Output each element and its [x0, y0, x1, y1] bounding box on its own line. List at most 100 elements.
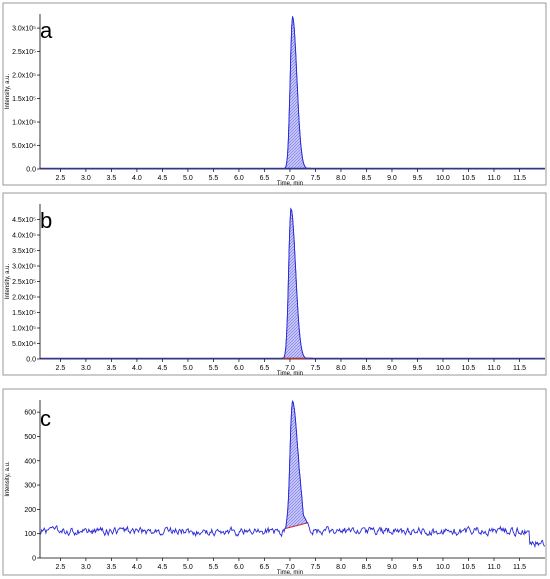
x-tick-label: 11.0	[487, 365, 500, 372]
x-tick-label: 11.5	[513, 564, 526, 571]
x-tick-label: 9.0	[387, 365, 397, 372]
x-tick-label: 10.5	[462, 175, 476, 182]
y-tick-label: 5.0x10⁴	[12, 143, 36, 150]
y-axis-label: Intensity, a.u.	[5, 74, 11, 110]
y-tick-label: 2.5x10⁵	[12, 49, 36, 56]
y-tick-label: 4.0x10⁵	[12, 233, 36, 240]
y-tick-label: 5.0x10⁴	[12, 341, 36, 348]
y-tick-label: 2.0x10⁵	[12, 73, 36, 80]
x-tick-label: 6.5	[260, 564, 270, 571]
x-tick-labels: 2.5 3.0 3.5 4.0 4.5 5.0 5.5 6.0 6.5 7.0 7.5 8.0 8.5 9…	[56, 365, 527, 372]
panel-frame	[2, 2, 547, 186]
axis-ticks	[37, 204, 545, 362]
panel-frame	[2, 388, 547, 576]
plot-area	[40, 16, 545, 169]
x-tick-label: 7.5	[311, 365, 321, 372]
panel-a: a 0.0 5.0x10⁴ 1.0x10⁵ 1.5x10⁵ 2.0x10⁵ 2.5x10⁵…	[2, 2, 547, 187]
y-tick-label: 500	[24, 434, 36, 441]
x-tick-label: 5.5	[209, 365, 219, 372]
x-tick-label: 3.5	[107, 175, 117, 182]
x-tick-label: 3.0	[81, 564, 91, 571]
y-axis-label: Intensity, a.u.	[5, 461, 11, 497]
x-tick-label: 11.5	[513, 365, 526, 372]
x-tick-label: 10.5	[462, 365, 476, 372]
x-tick-label: 3.5	[107, 564, 117, 571]
x-tick-label: 8.0	[336, 564, 346, 571]
x-tick-label: 3.0	[81, 175, 91, 182]
x-tick-label: 5.0	[183, 175, 193, 182]
y-tick-label: 1.5x10⁵	[12, 310, 36, 317]
x-tick-label: 9.5	[413, 365, 423, 372]
x-tick-label: 9.0	[387, 564, 397, 571]
x-tick-label: 10.0	[436, 564, 450, 571]
x-tick-label: 7.5	[311, 564, 321, 571]
x-axis-label: Time, min	[277, 570, 303, 576]
x-tick-label: 8.5	[362, 564, 372, 571]
x-tick-label: 7.0	[285, 365, 295, 372]
plot-area	[39, 400, 546, 549]
y-tick-label: 200	[24, 507, 36, 514]
x-tick-labels: 2.5 3.0 3.5 4.0 4.5 5.0 5.5 6.0 6.5 7.0 7.5 8.0 8.5 9…	[56, 175, 527, 182]
x-tick-label: 11.5	[513, 175, 526, 182]
x-axis-label: Time, min	[277, 371, 303, 377]
x-tick-label: 8.0	[336, 175, 346, 182]
x-tick-label: 9.5	[413, 175, 423, 182]
y-tick-label: 0	[32, 556, 36, 563]
y-tick-label: 4.5x10⁵	[12, 217, 36, 224]
y-tick-label: 2.0x10⁵	[12, 295, 36, 302]
x-tick-label: 6.5	[260, 365, 270, 372]
x-tick-label: 11.0	[487, 564, 500, 571]
panel-frame	[2, 192, 547, 376]
chromatogram-trace	[40, 16, 545, 169]
x-tick-label: 6.5	[260, 175, 270, 182]
y-tick-label: 400	[24, 458, 36, 465]
x-tick-label: 7.5	[311, 175, 321, 182]
y-tick-labels: 0 100 200 300 400 500 600	[24, 410, 36, 563]
panel-label: b	[40, 208, 52, 233]
y-tick-label: 0.0	[26, 167, 36, 174]
y-tick-label: 3.0x10⁵	[12, 26, 36, 33]
x-tick-label: 7.0	[285, 175, 295, 182]
panel-b: b 0.0 5.0x10⁴ 1.0x10⁵ 1.5x10⁵ 2.0x10⁵ 2.5x10⁵…	[2, 192, 547, 377]
x-tick-label: 5.0	[183, 365, 193, 372]
panel-label: a	[40, 18, 53, 43]
x-tick-label: 4.5	[158, 175, 168, 182]
panel-c: c 0 100 200 300 400 500 600 2.5 3.0 3.5 4.0 4.5 5.0…	[2, 388, 547, 576]
x-tick-label: 10.0	[436, 365, 450, 372]
y-tick-label: 3.5x10⁵	[12, 248, 36, 255]
plot-area	[40, 207, 545, 359]
x-tick-label: 9.0	[387, 175, 397, 182]
x-tick-label: 4.0	[132, 365, 142, 372]
x-tick-label: 3.0	[81, 365, 91, 372]
x-tick-label: 6.0	[234, 365, 244, 372]
x-tick-label: 2.5	[56, 365, 66, 372]
x-tick-label: 10.5	[462, 564, 476, 571]
x-tick-labels: 2.5 3.0 3.5 4.0 4.5 5.0 5.5 6.0 6.5 7.0 7.5 8.0 8.5 9…	[56, 564, 527, 571]
y-tick-label: 300	[24, 483, 36, 490]
x-tick-label: 5.0	[183, 564, 193, 571]
y-axis-label: Intensity, a.u.	[5, 264, 11, 300]
x-tick-label: 9.5	[413, 564, 423, 571]
y-tick-label: 3.0x10⁵	[12, 264, 36, 271]
axis-ticks	[37, 400, 545, 561]
y-tick-label: 1.5x10⁵	[12, 96, 36, 103]
axis-ticks	[37, 14, 545, 172]
x-tick-label: 8.0	[336, 365, 346, 372]
y-tick-label: 100	[24, 531, 36, 538]
x-tick-label: 6.0	[234, 175, 244, 182]
y-tick-label: 1.0x10⁵	[12, 120, 36, 127]
x-tick-label: 6.0	[234, 564, 244, 571]
x-tick-label: 10.0	[436, 175, 450, 182]
x-tick-label: 2.5	[56, 175, 66, 182]
y-tick-label: 1.0x10⁵	[12, 326, 36, 333]
x-tick-label: 8.5	[362, 365, 372, 372]
x-axis-label: Time, min	[277, 181, 303, 187]
x-tick-label: 4.0	[132, 564, 142, 571]
y-tick-label: 2.5x10⁵	[12, 279, 36, 286]
x-tick-label: 8.5	[362, 175, 372, 182]
y-tick-label: 600	[24, 410, 36, 417]
chromatogram-trace	[39, 400, 546, 549]
x-tick-label: 4.5	[158, 564, 168, 571]
x-tick-label: 3.5	[107, 365, 117, 372]
